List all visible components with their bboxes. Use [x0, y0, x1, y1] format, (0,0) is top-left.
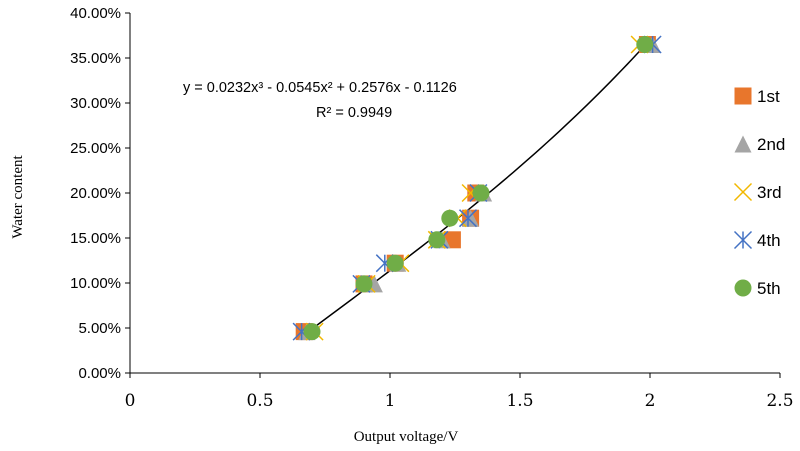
y-axis-ticks: 0.00% 5.00% 10.00% 15.00% 20.00% 25.00% 30.00%… [70, 5, 130, 382]
x-axis-title: Output voltage/V [354, 429, 459, 445]
data-point-5th [428, 231, 446, 249]
y-tick-label: 10.00% [70, 275, 121, 292]
legend: 1st 2nd 3rd 4th 5th [733, 87, 785, 298]
legend-marker-2nd [734, 135, 752, 153]
data-points [292, 35, 662, 341]
data-point-5th [636, 36, 654, 53]
y-axis-title: Water content [10, 155, 26, 239]
plot-area: 0.00% 5.00% 10.00% 15.00% 20.00% 25.00% 30.00%… [70, 5, 793, 411]
data-point-5th [472, 184, 490, 202]
data-point-5th [441, 209, 459, 227]
data-point-5th [386, 254, 404, 272]
data-point-5th [303, 323, 321, 341]
y-tick-label: 0.00% [78, 365, 121, 382]
y-tick-label: 15.00% [70, 230, 121, 247]
trendline-r2: R² = 0.9949 [316, 105, 392, 121]
legend-marker-3rd [733, 182, 753, 202]
series-5th [303, 36, 654, 341]
y-tick-label: 30.00% [70, 95, 121, 112]
data-point-5th [355, 275, 373, 293]
y-tick-label: 35.00% [70, 50, 121, 67]
trendline-equation: y = 0.0232x³ - 0.0545x² + 0.2576x - 0.11… [183, 80, 457, 96]
x-tick-label: 1 [385, 391, 396, 411]
x-tick-label: 0.5 [246, 391, 273, 411]
y-tick-label: 20.00% [70, 185, 121, 202]
data-point-2nd [462, 209, 480, 227]
x-tick-label: 1.5 [506, 391, 533, 411]
legend-label-5th: 5th [757, 279, 781, 298]
legend-label-3rd: 3rd [757, 183, 782, 202]
data-point-4th [458, 209, 478, 228]
x-axis-ticks: 0 0.5 1 1.5 2 2.5 [125, 373, 794, 411]
legend-label-2nd: 2nd [757, 135, 785, 154]
legend-label-4th: 4th [757, 231, 781, 250]
legend-marker-5th [734, 279, 752, 297]
x-tick-label: 2 [645, 391, 656, 411]
y-tick-label: 40.00% [70, 5, 121, 22]
y-tick-label: 25.00% [70, 140, 121, 157]
y-tick-label: 5.00% [78, 320, 121, 337]
legend-marker-1st [734, 87, 752, 105]
legend-marker-3rd-stroke [733, 182, 753, 202]
x-tick-label: 2.5 [766, 391, 793, 411]
legend-label-1st: 1st [757, 87, 780, 106]
x-tick-label: 0 [125, 391, 136, 411]
legend-marker-4th [733, 230, 753, 250]
